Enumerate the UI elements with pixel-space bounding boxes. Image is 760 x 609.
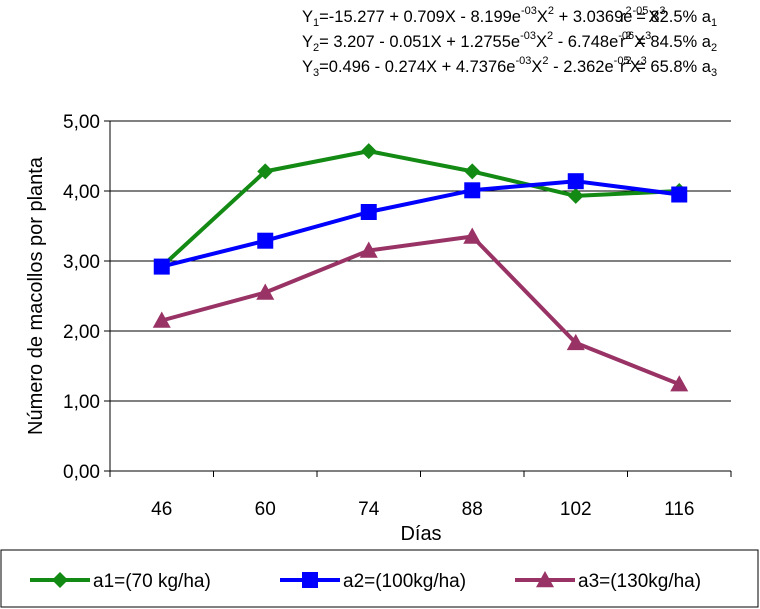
legend-item: a1=(70 kg/ha) bbox=[30, 571, 211, 592]
x-tick-label: 116 bbox=[664, 499, 694, 520]
x-tick-label: 74 bbox=[358, 499, 380, 520]
data-point bbox=[257, 232, 274, 249]
equation-exponent: -06 bbox=[618, 30, 634, 42]
r-squared-symbol: r bbox=[620, 33, 626, 51]
r-squared-power: 2 bbox=[626, 55, 632, 67]
equation-power: 2 bbox=[542, 55, 548, 67]
equation-2: Y2= 3.207 - 0.051X + 1.2755e-03X2 - 6.74… bbox=[302, 30, 651, 54]
r-squared-3: r2 = 65.8% a3 bbox=[620, 55, 717, 79]
data-point bbox=[671, 186, 688, 203]
equation-power: 2 bbox=[548, 5, 554, 17]
data-point bbox=[360, 143, 377, 160]
legend-label: a2=(100kg/ha) bbox=[343, 571, 466, 592]
legend-marker bbox=[536, 571, 554, 588]
data-point bbox=[567, 187, 584, 204]
r-squared-2: r2 = 84.5% a2 bbox=[620, 30, 717, 54]
equation-power: 2 bbox=[547, 30, 553, 42]
data-point bbox=[359, 241, 378, 258]
data-point bbox=[566, 333, 585, 351]
y-tick-label: 2,00 bbox=[63, 322, 100, 343]
series-line bbox=[161, 179, 680, 269]
r-squared-symbol: r bbox=[620, 8, 626, 26]
r-squared-value: = 65.8% a bbox=[632, 58, 712, 76]
r-squared-1: r2 = 82.5% a1 bbox=[620, 5, 717, 29]
equation-power: 3 bbox=[641, 55, 647, 67]
series-1 bbox=[153, 143, 688, 275]
y-tick-label: 1,00 bbox=[63, 392, 100, 413]
equation-y-sub: 3 bbox=[313, 67, 319, 79]
data-point bbox=[152, 311, 171, 328]
equation-exponent: -05 bbox=[614, 55, 630, 67]
legend: a1=(70 kg/ha) a2=(100kg/ha) a3=(130kg/ha) bbox=[0, 549, 759, 608]
equation-text: =-15.277 + 0.709X - 8.199e bbox=[319, 8, 521, 26]
data-point bbox=[257, 163, 274, 180]
legend-box bbox=[0, 549, 759, 608]
x-axis-title: Días bbox=[400, 523, 441, 545]
legend-item: a3=(130kg/ha) bbox=[515, 571, 701, 592]
equation-text: =0.496 - 0.274X + 4.7376e bbox=[319, 58, 515, 76]
legend-marker bbox=[302, 572, 318, 588]
legend-label: a3=(130kg/ha) bbox=[578, 571, 701, 592]
equation-1: Y1=-15.277 + 0.709X - 8.199e-03X2 + 3.03… bbox=[302, 5, 666, 29]
equation-text: X bbox=[634, 33, 645, 51]
data-point bbox=[567, 173, 584, 190]
y-tick-label: 0,00 bbox=[63, 462, 100, 483]
data-point bbox=[464, 182, 481, 199]
equation-text: - 6.748e bbox=[553, 33, 618, 51]
equation-y: Y bbox=[302, 58, 313, 76]
y-tick-label: 3,00 bbox=[63, 252, 100, 273]
series-3 bbox=[152, 227, 689, 392]
equation-text: X bbox=[537, 8, 548, 26]
equation-power: 3 bbox=[645, 30, 651, 42]
y-tick-label: 5,00 bbox=[63, 112, 100, 133]
series-line bbox=[161, 234, 680, 387]
r-squared-sub: 1 bbox=[711, 17, 717, 29]
equation-text: X bbox=[630, 58, 641, 76]
equation-y-sub: 1 bbox=[313, 17, 319, 29]
equation-exponent: -03 bbox=[521, 5, 537, 17]
legend-item: a2=(100kg/ha) bbox=[280, 571, 466, 592]
data-point bbox=[463, 227, 482, 244]
equation-text: X bbox=[648, 8, 659, 26]
data-point bbox=[464, 163, 481, 180]
equation-text: = 3.207 - 0.051X + 1.2755e bbox=[319, 33, 520, 51]
r-squared-symbol: r bbox=[620, 58, 626, 76]
equation-text: X bbox=[531, 58, 542, 76]
y-axis-title: Número de macollos por planta bbox=[25, 156, 47, 435]
series-2 bbox=[153, 173, 688, 275]
equation-text: X bbox=[536, 33, 547, 51]
equation-y: Y bbox=[302, 33, 313, 51]
x-tick-label: 102 bbox=[560, 499, 592, 520]
equation-exponent: -03 bbox=[520, 30, 536, 42]
equation-text: - 2.362e bbox=[549, 58, 614, 76]
equation-power: 3 bbox=[659, 5, 665, 17]
r-squared-power: 2 bbox=[626, 30, 632, 42]
data-point bbox=[256, 283, 275, 300]
y-tick-label: 4,00 bbox=[63, 182, 100, 203]
equation-y-sub: 2 bbox=[313, 42, 319, 54]
data-point bbox=[153, 258, 170, 275]
equation-3: Y3=0.496 - 0.274X + 4.7376e-03X2 - 2.362… bbox=[302, 55, 647, 79]
r-squared-sub: 2 bbox=[711, 42, 717, 54]
r-squared-value: = 82.5% a bbox=[632, 8, 712, 26]
r-squared-sub: 3 bbox=[711, 67, 717, 79]
x-tick-label: 88 bbox=[462, 499, 483, 520]
legend-marker bbox=[52, 572, 68, 588]
series-line bbox=[160, 149, 680, 269]
data-point bbox=[670, 375, 689, 392]
x-tick-label: 46 bbox=[151, 499, 172, 520]
x-tick-label: 60 bbox=[255, 499, 276, 520]
r-squared-value: = 84.5% a bbox=[632, 33, 712, 51]
equation-exponent: -05 bbox=[632, 5, 648, 17]
equation-exponent: -03 bbox=[515, 55, 531, 67]
equation-y: Y bbox=[302, 8, 313, 26]
equation-text: + 3.0369e bbox=[554, 8, 632, 26]
r-squared-power: 2 bbox=[626, 5, 632, 17]
legend-label: a1=(70 kg/ha) bbox=[93, 571, 211, 592]
data-point bbox=[360, 204, 377, 220]
